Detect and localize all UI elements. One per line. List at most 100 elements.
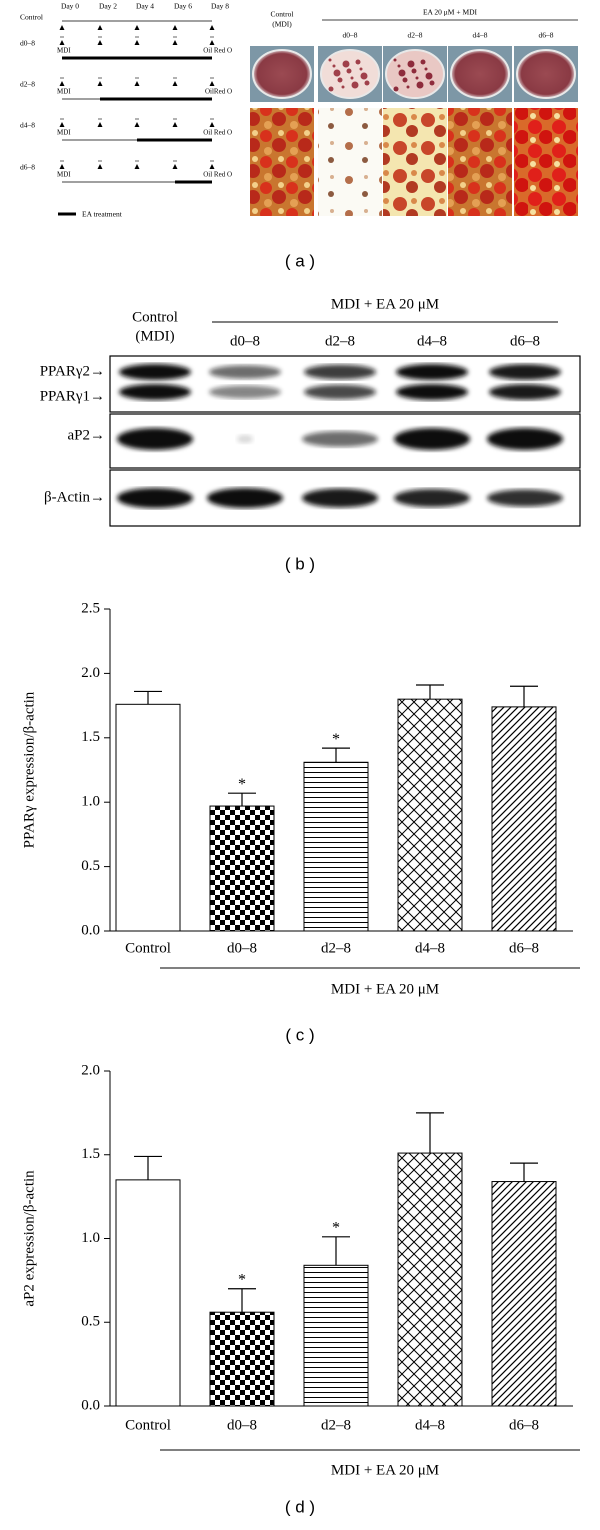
label: d2–8 bbox=[325, 333, 355, 349]
label: Day 2 bbox=[99, 2, 117, 11]
y-tick-label: 0.5 bbox=[81, 858, 100, 874]
arrow bbox=[209, 81, 215, 86]
band bbox=[394, 428, 470, 450]
band bbox=[237, 434, 253, 444]
label: Day 6 bbox=[174, 2, 192, 11]
band bbox=[209, 365, 281, 379]
label: d4–8 bbox=[473, 31, 488, 40]
arrow bbox=[97, 81, 103, 86]
band bbox=[489, 384, 561, 400]
label: d0–8 bbox=[20, 39, 35, 48]
error-bar bbox=[510, 685, 538, 707]
band bbox=[209, 385, 281, 399]
colony bbox=[397, 64, 401, 68]
x-tick-label: d2–8 bbox=[321, 940, 351, 956]
colony bbox=[333, 69, 341, 77]
panel-label: ( d ) bbox=[285, 1497, 315, 1516]
label: (MDI) bbox=[272, 20, 292, 29]
bar bbox=[303, 761, 369, 932]
arrow bbox=[97, 25, 103, 30]
arrow bbox=[209, 25, 215, 30]
y-axis-label: aP2 expression/β-actin bbox=[21, 1170, 37, 1307]
arrow bbox=[134, 164, 140, 169]
bar bbox=[115, 703, 181, 932]
x-tick-label: d2–8 bbox=[321, 1417, 351, 1433]
significance: * bbox=[238, 1271, 246, 1288]
error-bar bbox=[416, 1112, 444, 1154]
error-bar bbox=[510, 1162, 538, 1182]
error-bar bbox=[322, 1236, 350, 1266]
label: MDI bbox=[57, 88, 71, 96]
figure-content: ( a ) ( b ) ( c ) ( d ) Day 0 Day 2 Day 4 Day 6… bbox=[20, 2, 581, 1516]
colony bbox=[350, 76, 354, 80]
label: aP2→ bbox=[68, 427, 106, 443]
colony bbox=[415, 76, 419, 80]
x-tick-label: d6–8 bbox=[509, 940, 539, 956]
label: Control bbox=[271, 10, 294, 19]
label: Day 8 bbox=[211, 2, 229, 11]
y-tick-label: 2.0 bbox=[81, 1062, 100, 1078]
band bbox=[396, 384, 468, 400]
colony bbox=[424, 67, 428, 71]
band bbox=[119, 384, 191, 400]
significance: * bbox=[238, 776, 246, 793]
colony bbox=[364, 80, 370, 86]
bar bbox=[303, 1264, 369, 1407]
x-tick-label: d0–8 bbox=[227, 940, 257, 956]
arrow bbox=[134, 40, 140, 45]
bar bbox=[209, 805, 275, 932]
x-tick-label: d4–8 bbox=[415, 940, 445, 956]
y-tick-label: 1.0 bbox=[81, 794, 100, 810]
arrow bbox=[209, 122, 215, 127]
bar bbox=[397, 698, 463, 932]
label: β-Actin→ bbox=[44, 489, 105, 505]
micrograph bbox=[318, 108, 382, 216]
panel-label: ( b ) bbox=[285, 554, 315, 573]
label: Day 0 bbox=[61, 2, 79, 11]
x-tick-label: Control bbox=[125, 940, 171, 956]
label: Oil Red O bbox=[203, 47, 232, 55]
band bbox=[304, 384, 376, 400]
error-bar bbox=[416, 684, 444, 700]
colony bbox=[416, 81, 424, 89]
band bbox=[117, 428, 193, 450]
label: d6–8 bbox=[510, 333, 540, 349]
panel-label: ( c ) bbox=[285, 1025, 314, 1044]
error-bar bbox=[228, 792, 256, 807]
colony bbox=[429, 80, 435, 86]
arrow bbox=[172, 81, 178, 86]
arrow bbox=[134, 81, 140, 86]
arrow bbox=[209, 164, 215, 169]
label: d2–8 bbox=[20, 80, 35, 89]
micrograph bbox=[514, 108, 578, 216]
significance: * bbox=[332, 1219, 340, 1236]
arrow bbox=[97, 40, 103, 45]
band bbox=[117, 488, 193, 508]
bar bbox=[491, 706, 557, 932]
dish bbox=[252, 49, 312, 99]
bar bbox=[491, 1181, 557, 1407]
label: PPARγ2→ bbox=[40, 363, 105, 379]
label: PPARγ1→ bbox=[40, 388, 105, 404]
x-tick-label: Control bbox=[125, 1417, 171, 1433]
error-bar bbox=[322, 747, 350, 763]
colony bbox=[402, 77, 408, 83]
label: MDI bbox=[57, 171, 71, 179]
colony bbox=[360, 72, 368, 80]
colony bbox=[411, 68, 417, 74]
arrow bbox=[97, 122, 103, 127]
colony bbox=[328, 58, 332, 62]
micrograph bbox=[250, 108, 314, 216]
colony bbox=[425, 72, 433, 80]
band bbox=[119, 364, 191, 380]
label: Control bbox=[20, 13, 43, 22]
y-tick-label: 1.0 bbox=[81, 1230, 100, 1246]
label: d4–8 bbox=[20, 121, 35, 130]
colony bbox=[393, 86, 399, 92]
y-tick-label: 1.5 bbox=[81, 1146, 100, 1162]
band bbox=[489, 364, 561, 380]
label: Oil Red O bbox=[203, 129, 232, 137]
colony bbox=[328, 86, 334, 92]
label: Day 4 bbox=[136, 2, 154, 11]
